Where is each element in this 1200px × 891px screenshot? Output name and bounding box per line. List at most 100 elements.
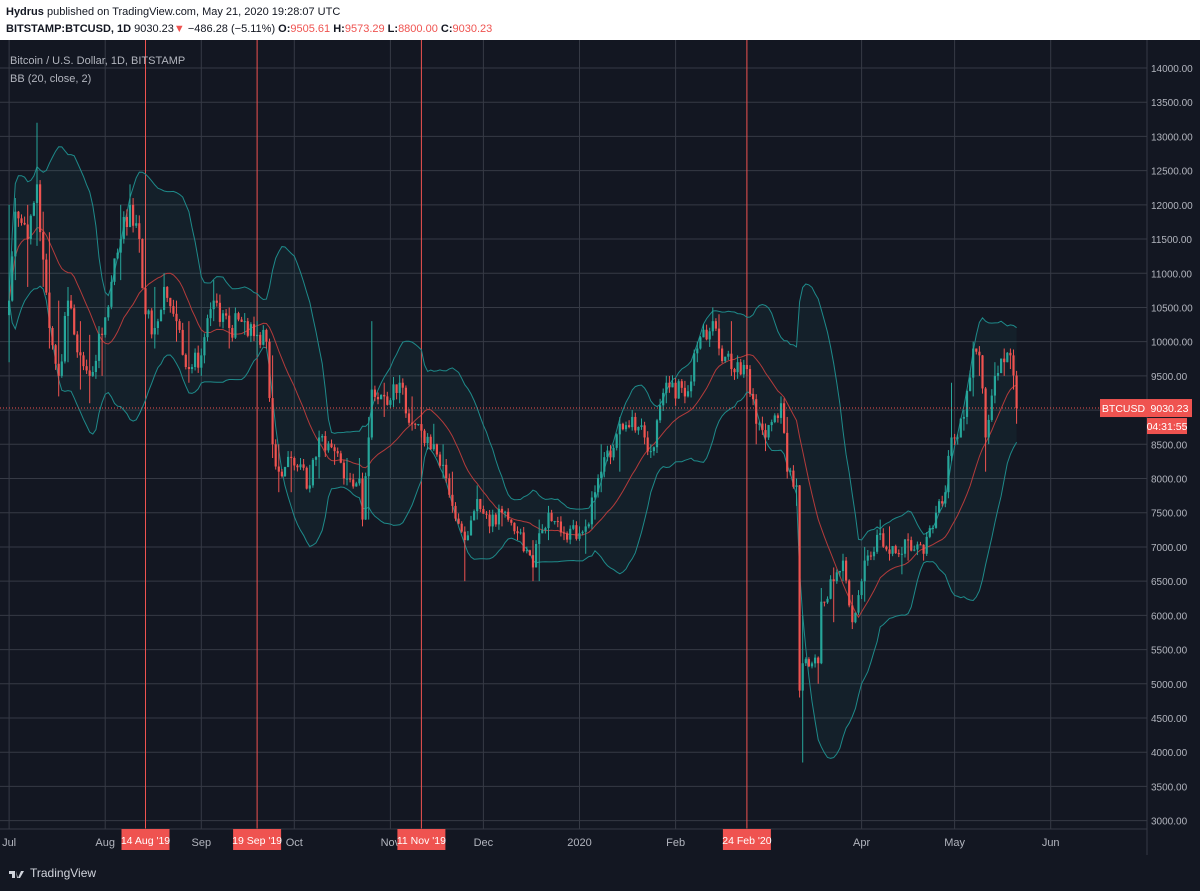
price-tick-label: 8000.00 bbox=[1151, 475, 1188, 486]
candle-body bbox=[479, 499, 482, 510]
candle-body bbox=[358, 478, 361, 484]
candle-body bbox=[969, 377, 972, 391]
candle-body bbox=[876, 534, 879, 552]
candle-body bbox=[116, 252, 119, 259]
candle-body bbox=[473, 511, 476, 521]
candle-body bbox=[175, 313, 178, 322]
candle-body bbox=[234, 313, 237, 338]
candle-body bbox=[318, 437, 321, 458]
candle-body bbox=[107, 306, 110, 318]
candle-body bbox=[268, 341, 271, 399]
candle-body bbox=[290, 456, 293, 458]
candle-body bbox=[931, 527, 934, 529]
date-marker-tag bbox=[722, 829, 771, 850]
candle-body bbox=[414, 423, 417, 425]
candle-body bbox=[500, 508, 504, 513]
candle-body bbox=[345, 478, 349, 480]
time-axis[interactable]: Jul Aug Sep Oct Nov Dec 2020 Feb Apr May Jun bbox=[2, 837, 1060, 849]
candle-body bbox=[237, 313, 240, 320]
candle-body bbox=[826, 598, 829, 603]
candle-body bbox=[256, 334, 259, 337]
candle-body bbox=[717, 328, 721, 349]
candle-body bbox=[547, 512, 550, 529]
candle-body bbox=[339, 453, 342, 463]
candle-body bbox=[333, 447, 336, 452]
candle-body bbox=[159, 310, 163, 322]
candle-body bbox=[308, 485, 311, 489]
candle-body bbox=[373, 389, 376, 397]
candle-body bbox=[795, 485, 798, 487]
candle-body bbox=[528, 550, 531, 556]
candle-body bbox=[900, 553, 903, 555]
price-tick-label: 6500.00 bbox=[1151, 577, 1188, 588]
candle-body bbox=[280, 471, 283, 477]
candle-body bbox=[879, 533, 882, 535]
candle-body bbox=[404, 387, 407, 414]
candle-body bbox=[922, 544, 925, 554]
author-name[interactable]: Hydrus bbox=[6, 6, 44, 18]
price-axis[interactable]: 14000.00 13500.00 13000.00 12500.00 12000.00… bbox=[1151, 64, 1193, 828]
candle-body bbox=[169, 297, 172, 307]
candle-body bbox=[863, 560, 866, 582]
candle-body bbox=[618, 423, 621, 435]
candle-body bbox=[748, 369, 752, 394]
candle-body bbox=[767, 425, 770, 438]
candle-body bbox=[1003, 358, 1006, 363]
candle-body bbox=[184, 354, 187, 367]
candle-body bbox=[745, 364, 748, 370]
candle-body bbox=[959, 418, 962, 438]
candle-body bbox=[156, 321, 159, 328]
candle-body bbox=[429, 436, 432, 450]
candle-body bbox=[445, 464, 448, 479]
candle-body bbox=[792, 470, 795, 487]
countdown-label: 04:31:55 bbox=[1147, 421, 1188, 433]
candle-body bbox=[755, 399, 758, 424]
candle-body bbox=[218, 302, 221, 322]
indicator-label[interactable]: BB (20, close, 2) bbox=[10, 73, 91, 85]
candle-body bbox=[507, 511, 510, 520]
candle-body bbox=[513, 522, 516, 532]
candle-body bbox=[752, 393, 755, 400]
last-price-badge: BTCUSD 9030.23 04:31:55 bbox=[1100, 399, 1192, 435]
candle-body bbox=[637, 426, 640, 431]
candle-body bbox=[274, 444, 277, 467]
candle-body bbox=[516, 531, 519, 534]
last-price: 9030.23 bbox=[134, 23, 174, 35]
candle-body bbox=[764, 430, 767, 438]
candle-body bbox=[525, 550, 528, 552]
candle-body bbox=[938, 501, 941, 513]
candle-body bbox=[60, 361, 63, 376]
tradingview-logo[interactable]: TradingView bbox=[8, 866, 96, 880]
candle-body bbox=[714, 321, 717, 329]
candle-body bbox=[646, 437, 649, 452]
candle-body bbox=[652, 447, 655, 452]
time-tick-label: Sep bbox=[192, 837, 212, 849]
candle-body bbox=[32, 202, 35, 216]
candle-body bbox=[814, 657, 817, 664]
candle-body bbox=[851, 605, 854, 623]
candle-body bbox=[463, 531, 466, 541]
chart-title: Bitcoin / U.S. Dollar, 1D, BITSTAMP bbox=[10, 55, 185, 67]
candle-body bbox=[1009, 352, 1012, 356]
candle-body bbox=[76, 334, 79, 353]
candle-body bbox=[566, 533, 569, 540]
price-tick-label: 12000.00 bbox=[1151, 201, 1193, 212]
candle-body bbox=[203, 337, 206, 356]
publish-line: Hydrus published on TradingView.com, May… bbox=[6, 6, 340, 18]
candle-body bbox=[941, 501, 944, 504]
candle-body bbox=[411, 422, 414, 424]
candle-body bbox=[662, 392, 665, 406]
candle-body bbox=[482, 509, 485, 514]
candle-body bbox=[550, 512, 553, 522]
candle-body bbox=[597, 477, 600, 493]
candle-body bbox=[677, 381, 680, 399]
candle-body bbox=[916, 544, 919, 550]
candle-body bbox=[556, 521, 559, 523]
candle-body bbox=[897, 553, 900, 555]
price-tick-label: 13500.00 bbox=[1151, 98, 1193, 109]
candle-body bbox=[321, 436, 324, 438]
candle-body bbox=[299, 464, 302, 468]
candle-body bbox=[392, 384, 395, 401]
price-chart[interactable]: 14000.00 13500.00 13000.00 12500.00 12000.00… bbox=[0, 40, 1200, 855]
candle-body bbox=[438, 454, 442, 466]
